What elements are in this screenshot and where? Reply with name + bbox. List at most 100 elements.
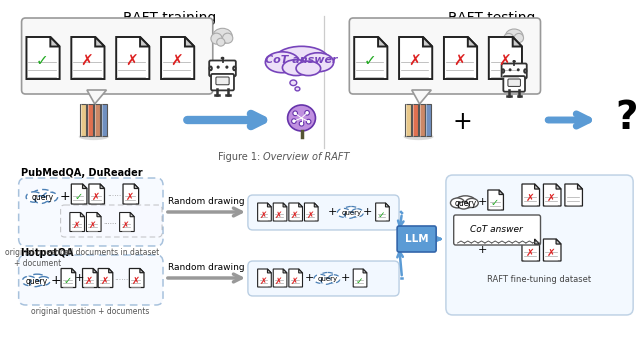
Ellipse shape — [31, 189, 55, 202]
Polygon shape — [363, 269, 367, 273]
Polygon shape — [273, 269, 287, 287]
Polygon shape — [543, 239, 561, 261]
Polygon shape — [98, 268, 113, 288]
Text: ✗: ✗ — [72, 221, 80, 229]
Polygon shape — [354, 37, 387, 79]
Text: ?: ? — [615, 99, 637, 137]
Polygon shape — [522, 239, 540, 261]
Ellipse shape — [458, 202, 469, 209]
Polygon shape — [258, 269, 271, 287]
Polygon shape — [289, 269, 303, 287]
Polygon shape — [423, 37, 432, 47]
Polygon shape — [97, 212, 101, 217]
Ellipse shape — [79, 133, 109, 140]
FancyBboxPatch shape — [211, 74, 234, 90]
Text: CoT answer: CoT answer — [470, 225, 523, 235]
Polygon shape — [123, 184, 139, 204]
Ellipse shape — [26, 192, 42, 202]
FancyBboxPatch shape — [248, 195, 399, 230]
Polygon shape — [258, 203, 271, 221]
Text: RAFT training: RAFT training — [124, 11, 216, 25]
Polygon shape — [93, 268, 97, 273]
Text: ✗: ✗ — [85, 276, 93, 286]
Polygon shape — [444, 37, 477, 79]
Text: ✗: ✗ — [453, 53, 466, 68]
Polygon shape — [577, 184, 582, 189]
Text: PubMedQA, DuReader: PubMedQA, DuReader — [20, 168, 142, 178]
Text: LLM: LLM — [405, 234, 428, 244]
Text: ✓: ✓ — [74, 192, 82, 202]
Polygon shape — [95, 37, 104, 47]
Polygon shape — [534, 184, 540, 189]
FancyBboxPatch shape — [397, 226, 436, 252]
Text: +: + — [452, 110, 472, 134]
Polygon shape — [399, 37, 432, 79]
Polygon shape — [185, 37, 194, 47]
Text: +: + — [59, 189, 70, 202]
Polygon shape — [353, 269, 367, 287]
Text: ✗: ✗ — [89, 221, 97, 229]
Ellipse shape — [344, 212, 355, 218]
Ellipse shape — [302, 53, 333, 72]
Ellipse shape — [307, 119, 311, 124]
Ellipse shape — [225, 66, 228, 69]
Ellipse shape — [211, 33, 222, 44]
Bar — [100, 104, 106, 136]
Ellipse shape — [22, 276, 36, 286]
Text: ✗: ✗ — [307, 210, 314, 220]
Polygon shape — [499, 190, 504, 195]
Ellipse shape — [337, 208, 351, 217]
Ellipse shape — [209, 66, 212, 70]
Bar — [412, 104, 418, 136]
Ellipse shape — [290, 80, 297, 86]
Polygon shape — [289, 203, 303, 221]
Text: ✗: ✗ — [125, 53, 138, 68]
Ellipse shape — [233, 66, 236, 70]
Text: query: query — [341, 210, 362, 216]
Text: HotpotQA: HotpotQA — [20, 248, 74, 258]
Text: +: + — [305, 273, 314, 283]
Polygon shape — [522, 184, 540, 206]
Bar — [94, 104, 100, 136]
Ellipse shape — [342, 207, 361, 218]
Ellipse shape — [35, 196, 47, 203]
FancyBboxPatch shape — [216, 77, 229, 85]
Polygon shape — [109, 268, 113, 273]
Text: ......: ...... — [104, 219, 117, 225]
Polygon shape — [89, 184, 104, 204]
Ellipse shape — [504, 34, 514, 43]
Polygon shape — [385, 203, 389, 207]
Ellipse shape — [506, 29, 523, 43]
Text: ✗: ✗ — [260, 210, 268, 220]
FancyBboxPatch shape — [454, 215, 541, 245]
Ellipse shape — [295, 87, 300, 91]
Polygon shape — [81, 212, 84, 217]
Ellipse shape — [213, 28, 232, 44]
Text: ✗: ✗ — [132, 276, 140, 286]
Text: ✗: ✗ — [525, 193, 534, 203]
Bar — [80, 104, 86, 136]
Polygon shape — [71, 184, 87, 204]
Text: Random drawing: Random drawing — [168, 263, 244, 272]
Polygon shape — [412, 90, 431, 104]
Polygon shape — [70, 212, 84, 232]
Text: +: + — [340, 273, 350, 283]
Polygon shape — [268, 269, 271, 273]
Polygon shape — [299, 269, 303, 273]
Polygon shape — [86, 212, 101, 232]
Ellipse shape — [513, 60, 516, 63]
Text: CoT answer: CoT answer — [265, 55, 338, 65]
FancyBboxPatch shape — [19, 178, 163, 246]
Ellipse shape — [328, 275, 340, 283]
Polygon shape — [513, 37, 522, 47]
Polygon shape — [268, 203, 271, 207]
Text: ✗: ✗ — [498, 53, 511, 68]
Text: ✗: ✗ — [291, 210, 298, 220]
Text: ✗: ✗ — [122, 221, 130, 229]
Ellipse shape — [282, 60, 310, 76]
Text: ✓: ✓ — [378, 210, 385, 220]
Bar — [426, 104, 431, 136]
FancyBboxPatch shape — [22, 18, 212, 94]
Ellipse shape — [30, 280, 41, 287]
Ellipse shape — [451, 198, 465, 208]
